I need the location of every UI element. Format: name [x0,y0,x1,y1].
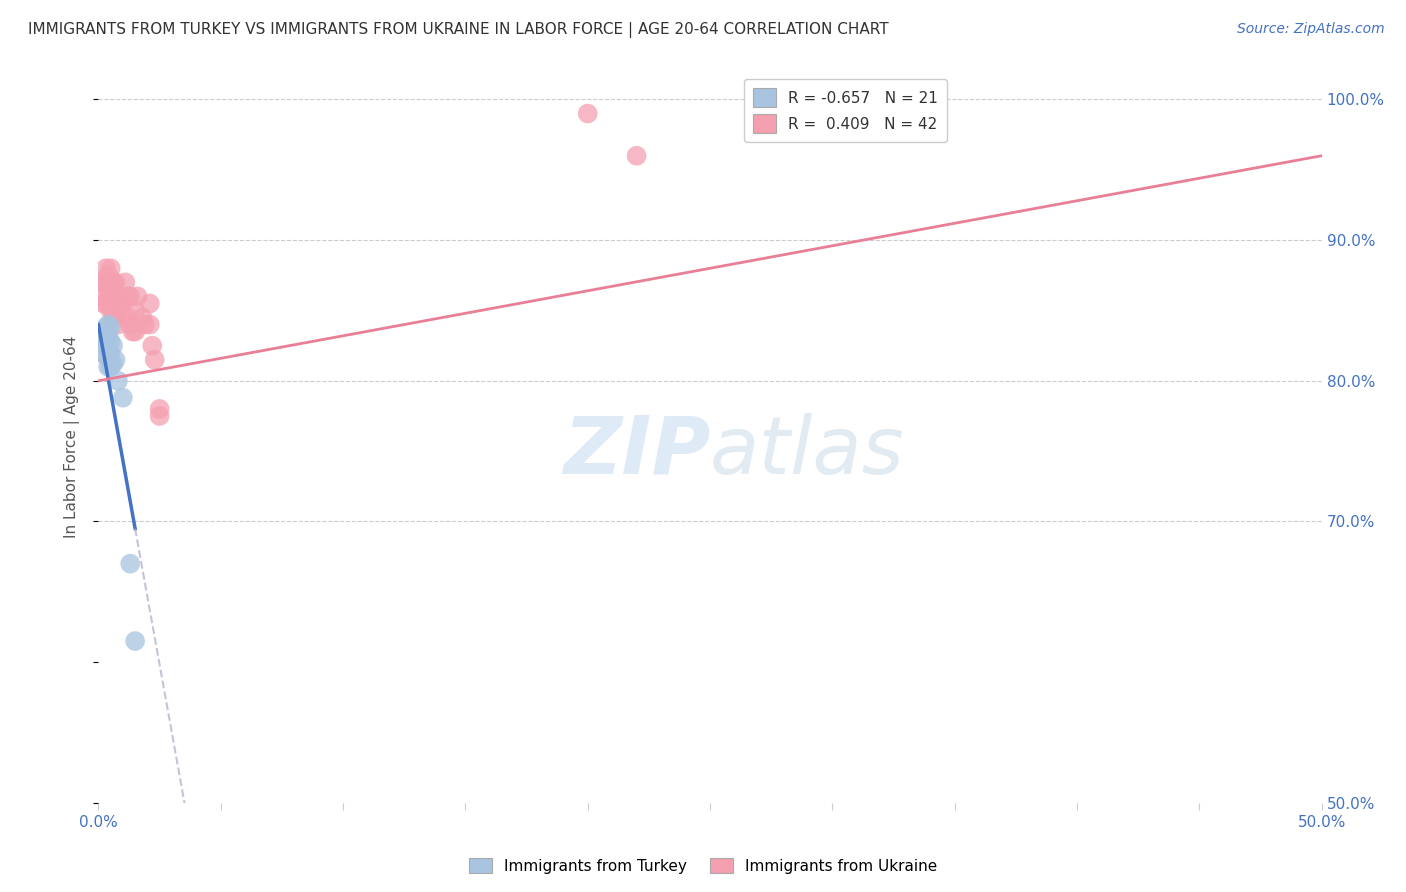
Point [149,401,172,416]
Point [111,296,134,310]
Point [100,359,122,374]
Point [101,357,124,371]
Point [100,334,122,349]
Point [97,268,120,283]
Point [97,332,120,346]
Point [127,289,149,303]
Point [111,391,134,405]
Point [576,106,599,120]
Point [101,289,124,303]
Text: atlas: atlas [710,413,905,491]
Point [120,318,142,332]
Point [111,310,134,325]
Point [101,339,124,353]
Point [90,289,112,303]
Point [117,310,139,325]
Point [94,349,117,363]
Point [94,320,117,334]
Point [626,149,648,163]
Point [110,296,132,310]
Point [107,289,129,303]
Point [91,276,114,290]
Point [100,261,122,276]
Point [97,318,120,332]
Point [91,296,114,310]
Point [100,276,122,290]
Point [94,261,117,276]
Point [94,296,117,310]
Point [121,325,143,339]
Point [131,310,153,325]
Point [94,334,117,349]
Text: Source: ZipAtlas.com: Source: ZipAtlas.com [1237,22,1385,37]
Point [100,303,122,318]
Point [97,282,120,296]
Point [114,276,136,290]
Text: IMMIGRANTS FROM TURKEY VS IMMIGRANTS FROM UKRAINE IN LABOR FORCE | AGE 20-64 COR: IMMIGRANTS FROM TURKEY VS IMMIGRANTS FRO… [28,22,889,38]
Point [107,374,129,388]
Y-axis label: In Labor Force | Age 20-64: In Labor Force | Age 20-64 [63,336,80,538]
Point [124,303,146,318]
Legend: Immigrants from Turkey, Immigrants from Ukraine: Immigrants from Turkey, Immigrants from … [463,852,943,880]
Point [107,318,129,332]
Point [104,276,127,290]
Point [91,328,114,343]
Point [139,296,162,310]
Point [120,289,142,303]
Point [101,310,124,325]
Point [104,296,127,310]
Point [94,276,117,290]
Legend: R = -0.657   N = 21, R =  0.409   N = 42: R = -0.657 N = 21, R = 0.409 N = 42 [744,79,948,142]
Point [101,276,124,290]
Point [100,320,122,334]
Point [104,310,127,325]
Point [100,289,122,303]
Point [90,345,112,359]
Point [134,318,156,332]
Point [139,318,162,332]
Point [100,345,122,359]
Point [143,352,166,367]
Point [149,409,172,423]
Point [97,325,120,339]
Point [141,339,163,353]
Text: ZIP: ZIP [562,413,710,491]
Point [120,557,142,571]
Point [124,325,146,339]
Point [124,634,146,648]
Point [104,352,127,367]
Point [97,359,120,374]
Point [117,289,139,303]
Point [91,339,114,353]
